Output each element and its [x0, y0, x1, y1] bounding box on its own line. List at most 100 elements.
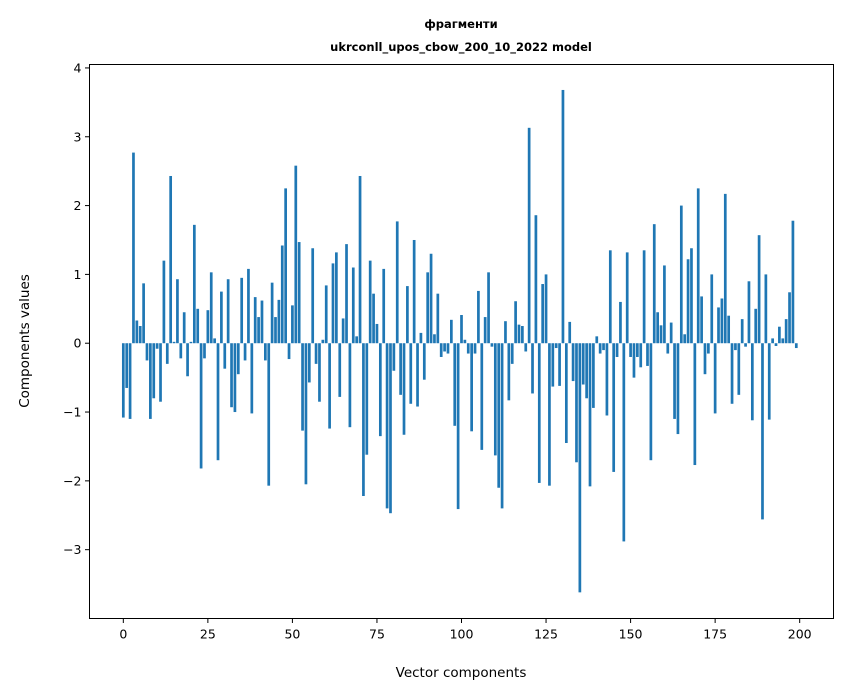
- y-tick-label: 0: [74, 336, 82, 351]
- bar-103: [470, 343, 473, 432]
- bar-136: [581, 343, 585, 385]
- bar-44: [270, 282, 274, 344]
- bar-71: [362, 343, 365, 497]
- bar-152: [636, 343, 639, 357]
- bar-166: [683, 334, 687, 344]
- bar-194: [778, 326, 781, 344]
- bar-107: [483, 317, 487, 344]
- bar-38: [250, 343, 254, 414]
- y-tick-label: 4: [74, 60, 82, 75]
- bar-150: [629, 343, 632, 357]
- bar-115: [510, 343, 514, 364]
- bar-127: [551, 343, 555, 387]
- bar-188: [757, 235, 761, 344]
- bar-10: [155, 343, 159, 349]
- bar-62: [331, 263, 335, 344]
- bar-134: [575, 343, 578, 463]
- y-tick-label: −1: [63, 405, 81, 420]
- bar-45: [274, 317, 277, 344]
- bar-169: [693, 343, 697, 466]
- bar-58: [318, 343, 321, 402]
- bar-179: [727, 315, 731, 344]
- bar-64: [338, 343, 342, 397]
- bar-14: [169, 175, 173, 344]
- bar-140: [595, 336, 599, 344]
- bar-43: [267, 343, 271, 486]
- y-tick-label: 1: [74, 267, 82, 282]
- bar-55: [307, 343, 311, 383]
- bar-154: [642, 250, 646, 344]
- bar-22: [196, 308, 200, 344]
- bar-7: [145, 343, 149, 361]
- bar-165: [679, 205, 683, 344]
- bar-191: [767, 343, 771, 420]
- bar-52: [297, 242, 301, 344]
- bar-54: [304, 343, 308, 485]
- bar-156: [649, 343, 653, 461]
- bar-83: [402, 343, 406, 435]
- bar-114: [507, 343, 511, 401]
- bar-86: [412, 239, 416, 344]
- bar-195: [781, 338, 785, 344]
- bar-142: [602, 343, 605, 351]
- bar-111: [497, 343, 501, 488]
- bar-153: [639, 343, 643, 368]
- y-tick-label: −3: [63, 542, 81, 557]
- bar-112: [500, 343, 504, 509]
- bar-128: [554, 343, 558, 349]
- bar-93: [436, 293, 440, 344]
- bar-3: [132, 152, 135, 344]
- bar-50: [291, 305, 294, 344]
- bar-60: [324, 285, 328, 344]
- bar-104: [473, 343, 477, 354]
- y-tick-label: 2: [74, 198, 82, 213]
- bar-4: [135, 320, 139, 344]
- bar-177: [720, 298, 724, 344]
- bar-139: [592, 343, 595, 408]
- y-tick-label: 3: [74, 129, 82, 144]
- bar-129: [558, 343, 561, 386]
- bar-171: [700, 296, 703, 344]
- bar-170: [696, 188, 700, 344]
- bar-15: [172, 341, 176, 344]
- bar-32: [230, 343, 233, 408]
- bar-159: [659, 325, 663, 344]
- bar-167: [686, 259, 690, 344]
- bar-106: [480, 343, 484, 450]
- bar-35: [240, 277, 244, 344]
- bar-99: [456, 343, 460, 510]
- bar-76: [378, 343, 382, 437]
- bar-48: [284, 188, 287, 344]
- bar-162: [669, 322, 673, 344]
- bar-13: [165, 343, 169, 364]
- bar-49: [287, 343, 291, 360]
- bar-182: [737, 343, 741, 395]
- bar-87: [416, 343, 419, 407]
- bar-18: [182, 312, 186, 344]
- bar-174: [710, 274, 714, 344]
- bar-143: [605, 343, 609, 416]
- bar-198: [791, 220, 795, 344]
- bar-47: [280, 245, 284, 344]
- bar-70: [358, 175, 362, 344]
- bar-183: [740, 319, 744, 344]
- bar-121: [531, 343, 534, 394]
- bar-164: [676, 343, 680, 435]
- bar-102: [466, 343, 470, 354]
- bar-113: [504, 321, 507, 344]
- bar-88: [419, 332, 423, 344]
- bar-158: [656, 312, 659, 344]
- bar-59: [321, 339, 325, 344]
- bar-124: [541, 284, 545, 344]
- y-axis-label: Components values: [17, 274, 33, 408]
- bar-77: [382, 268, 386, 344]
- bar-189: [761, 343, 764, 520]
- bar-190: [764, 274, 768, 344]
- bar-119: [524, 343, 528, 352]
- chart-title-line-2: ukrconll_upos_cbow_200_10_2022 model: [330, 40, 592, 55]
- bar-82: [399, 343, 402, 395]
- bar-101: [463, 339, 467, 344]
- bar-80: [392, 343, 396, 371]
- bar-173: [707, 343, 710, 354]
